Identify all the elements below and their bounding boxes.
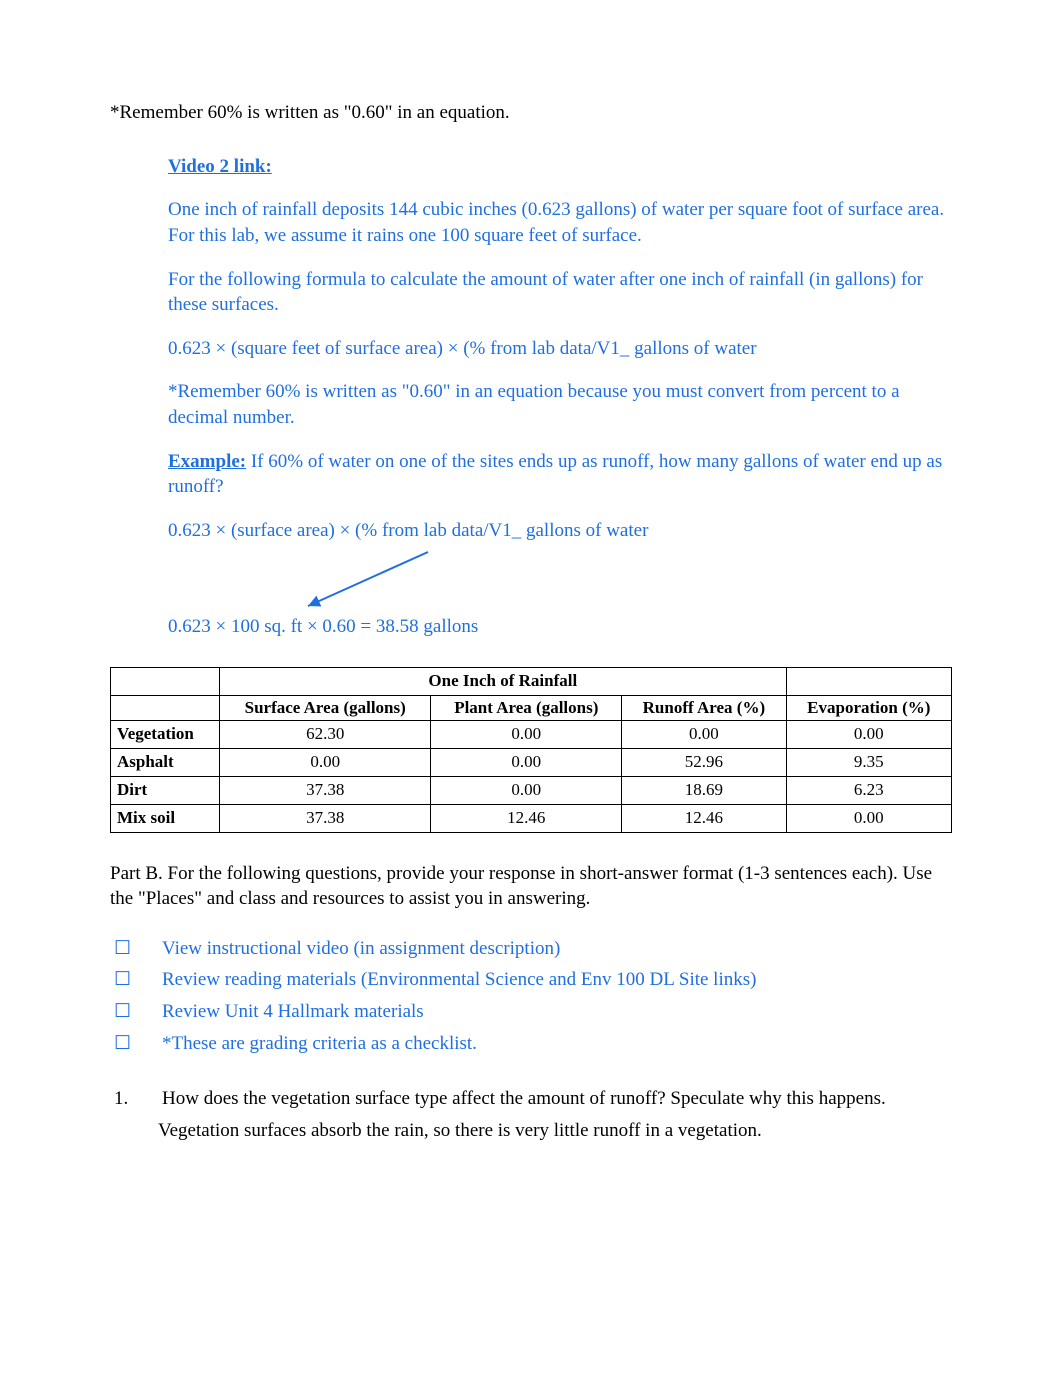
step-row: ☐ View instructional video (in assignmen…: [110, 936, 952, 962]
example-label: Example:: [168, 451, 246, 472]
step-bullet: ☐: [110, 967, 162, 993]
table-title-blank-right: [786, 668, 951, 696]
table-col-1: Surface Area (gallons): [220, 696, 431, 721]
percent-note: *Remember 60% is written as "0.60" in an…: [168, 379, 952, 430]
step-row: ☐ *These are grading criteria as a check…: [110, 1031, 952, 1057]
top-note: *Remember 60% is written as "0.60" in an…: [110, 100, 952, 126]
example-text: If 60% of water on one of the sites ends…: [168, 451, 942, 498]
formula-1: 0.623 × (square feet of surface area) × …: [168, 336, 952, 362]
step-bullet: ☐: [110, 1031, 162, 1057]
formula-2: 0.623 × (surface area) × (% from lab dat…: [168, 518, 952, 544]
rainfall-table: One Inch of Rainfall Surface Area (gallo…: [110, 667, 952, 832]
document-page: *Remember 60% is written as "0.60" in an…: [0, 0, 1062, 1354]
answer-text: Vegetation surfaces absorb the rain, so …: [158, 1118, 952, 1144]
question-row: 1. How does the vegetation surface type …: [110, 1086, 952, 1112]
step-text: Review reading materials (Environmental …: [162, 967, 952, 993]
question-text: How does the vegetation surface type aff…: [162, 1086, 952, 1112]
part-b-intro: Part B. For the following questions, pro…: [110, 861, 952, 912]
table-title: One Inch of Rainfall: [220, 668, 787, 696]
step-text: Review Unit 4 Hallmark materials: [162, 999, 952, 1025]
table-col-4: Evaporation (%): [786, 696, 951, 721]
step-bullet: ☐: [110, 936, 162, 962]
step-row: ☐ Review reading materials (Environmenta…: [110, 967, 952, 993]
table-col-0: [111, 696, 220, 721]
table-col-3: Runoff Area (%): [622, 696, 786, 721]
formula-3: 0.623 × 100 sq. ft × 0.60 = 38.58 gallon…: [168, 614, 952, 640]
table-row: Dirt 37.38 0.00 18.69 6.23: [111, 776, 952, 804]
step-text: View instructional video (in assignment …: [162, 936, 952, 962]
intro-para-1: One inch of rainfall deposits 144 cubic …: [168, 197, 952, 248]
table-title-blank: [111, 668, 220, 696]
step-bullet: ☐: [110, 999, 162, 1025]
step-row: ☐ Review Unit 4 Hallmark materials: [110, 999, 952, 1025]
video-link[interactable]: Video 2 link:: [168, 156, 272, 177]
question-number: 1.: [110, 1086, 162, 1112]
table-row: Asphalt 0.00 0.00 52.96 9.35: [111, 748, 952, 776]
table-col-2: Plant Area (gallons): [431, 696, 622, 721]
arrow-annotation: [168, 554, 952, 614]
step-text: *These are grading criteria as a checkli…: [162, 1031, 952, 1057]
example-line: Example: If 60% of water on one of the s…: [168, 449, 952, 500]
table-row: Mix soil 37.38 12.46 12.46 0.00: [111, 804, 952, 832]
table-row: Vegetation 62.30 0.00 0.00 0.00: [111, 720, 952, 748]
intro-para-2: For the following formula to calculate t…: [168, 267, 952, 318]
